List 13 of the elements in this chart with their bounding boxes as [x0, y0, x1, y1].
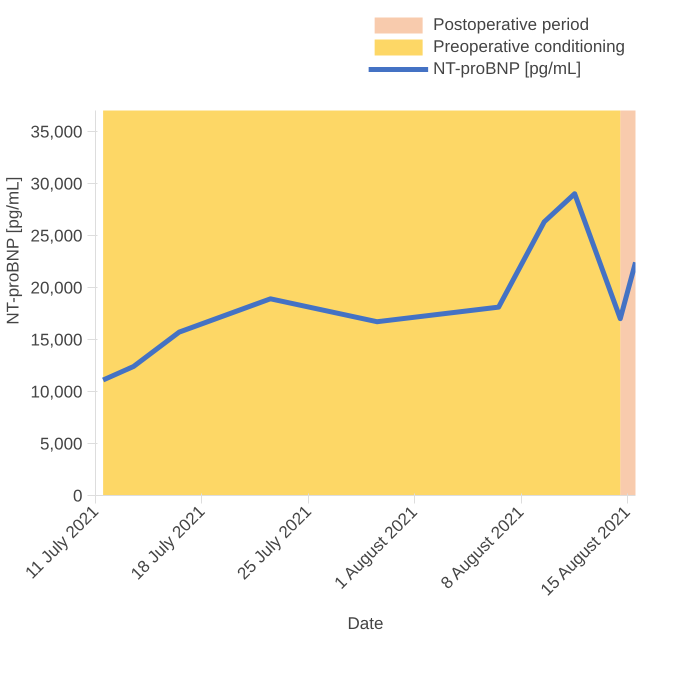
y-tick-label: 35,000 — [30, 122, 83, 142]
y-tick-label: 20,000 — [30, 278, 83, 298]
y-tick-label: 25,000 — [30, 226, 83, 246]
y-axis-title: NT-proBNP [pg/mL] — [4, 176, 23, 325]
legend-label: Postoperative period — [433, 15, 590, 35]
y-tick-label: 5,000 — [40, 434, 83, 454]
legend-label: Preoperative conditioning — [433, 37, 625, 57]
y-tick-label: 10,000 — [30, 382, 83, 402]
y-tick-label: 30,000 — [30, 174, 83, 194]
y-tick-label: 0 — [73, 486, 83, 506]
x-axis-title: Date — [348, 614, 384, 634]
y-tick-label: 15,000 — [30, 330, 83, 350]
legend-label: NT-proBNP [pg/mL] — [433, 59, 582, 79]
